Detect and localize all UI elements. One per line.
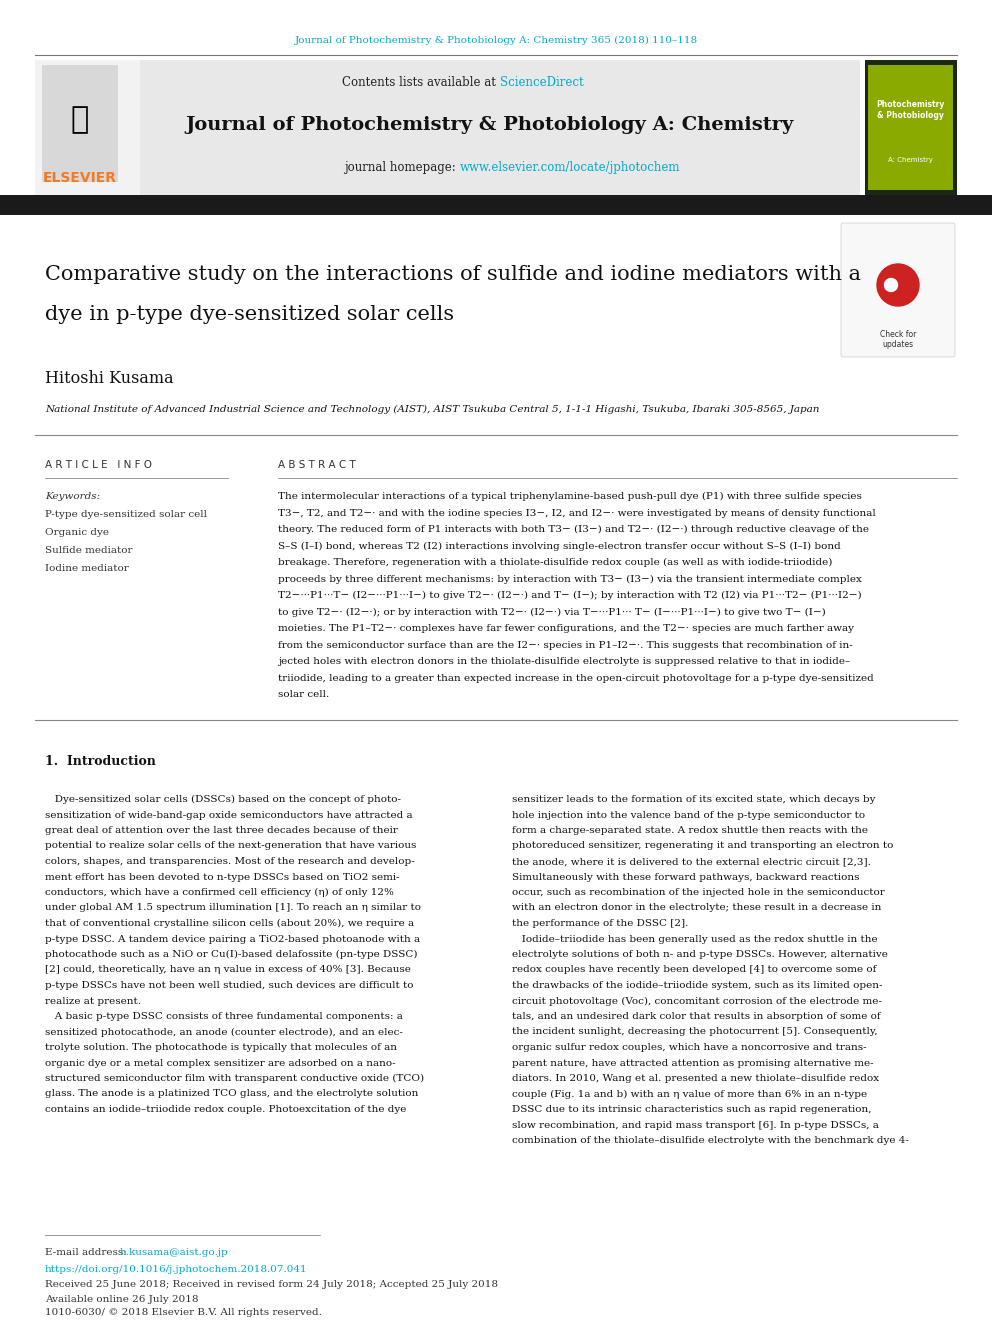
Text: moieties. The P1–T2−· complexes have far fewer configurations, and the T2−· spec: moieties. The P1–T2−· complexes have far… (278, 624, 854, 632)
Text: 🌳: 🌳 (70, 106, 89, 135)
Text: www.elsevier.com/locate/jphotochem: www.elsevier.com/locate/jphotochem (460, 161, 681, 175)
Text: diators. In 2010, Wang et al. presented a new thiolate–disulfide redox: diators. In 2010, Wang et al. presented … (512, 1074, 879, 1084)
Text: trolyte solution. The photocathode is typically that molecules of an: trolyte solution. The photocathode is ty… (45, 1043, 397, 1052)
Text: Journal of Photochemistry & Photobiology A: Chemistry: Journal of Photochemistry & Photobiology… (186, 116, 795, 134)
Text: A R T I C L E   I N F O: A R T I C L E I N F O (45, 460, 152, 470)
Text: slow recombination, and rapid mass transport [6]. In p-type DSSCs, a: slow recombination, and rapid mass trans… (512, 1121, 879, 1130)
Text: S–S (I–I) bond, whereas T2 (I2) interactions involving single-electron transfer : S–S (I–I) bond, whereas T2 (I2) interact… (278, 541, 841, 550)
Text: from the semiconductor surface than are the I2−· species in P1–I2−·. This sugges: from the semiconductor surface than are … (278, 640, 853, 650)
Text: h.kusama@aist.go.jp: h.kusama@aist.go.jp (120, 1248, 229, 1257)
Bar (868, 65, 953, 191)
Text: Simultaneously with these forward pathways, backward reactions: Simultaneously with these forward pathwa… (512, 872, 859, 881)
Bar (35, 60, 860, 194)
Bar (35, 60, 140, 194)
Text: Iodide–triiodide has been generally used as the redox shuttle in the: Iodide–triiodide has been generally used… (512, 934, 878, 943)
Text: solar cell.: solar cell. (278, 691, 329, 699)
Text: A basic p-type DSSC consists of three fundamental components: a: A basic p-type DSSC consists of three fu… (45, 1012, 403, 1021)
Text: hole injection into the valence band of the p-type semiconductor to: hole injection into the valence band of … (512, 811, 865, 819)
Text: A: Chemistry: A: Chemistry (888, 157, 932, 163)
Text: structured semiconductor film with transparent conductive oxide (TCO): structured semiconductor film with trans… (45, 1074, 425, 1084)
Text: Keywords:: Keywords: (45, 492, 100, 501)
Bar (0, 194, 992, 216)
Text: redox couples have recently been developed [4] to overcome some of: redox couples have recently been develop… (512, 966, 876, 975)
Text: ScienceDirect: ScienceDirect (500, 75, 583, 89)
Text: the performance of the DSSC [2].: the performance of the DSSC [2]. (512, 919, 688, 927)
Text: DSSC due to its intrinsic characteristics such as rapid regeneration,: DSSC due to its intrinsic characteristic… (512, 1105, 872, 1114)
Text: Contents lists available at: Contents lists available at (342, 75, 500, 89)
Text: the drawbacks of the iodide–triiodide system, such as its limited open-: the drawbacks of the iodide–triiodide sy… (512, 980, 883, 990)
Text: great deal of attention over the last three decades because of their: great deal of attention over the last th… (45, 826, 398, 835)
Text: the incident sunlight, decreasing the photocurrent [5]. Consequently,: the incident sunlight, decreasing the ph… (512, 1028, 878, 1036)
Text: National Institute of Advanced Industrial Science and Technology (AIST), AIST Ts: National Institute of Advanced Industria… (45, 405, 819, 414)
Text: form a charge-separated state. A redox shuttle then reacts with the: form a charge-separated state. A redox s… (512, 826, 868, 835)
Text: breakage. Therefore, regeneration with a thiolate-disulfide redox couple (as wel: breakage. Therefore, regeneration with a… (278, 558, 832, 568)
Text: combination of the thiolate–disulfide electrolyte with the benchmark dye 4-: combination of the thiolate–disulfide el… (512, 1136, 909, 1144)
Text: colors, shapes, and transparencies. Most of the research and develop-: colors, shapes, and transparencies. Most… (45, 857, 415, 867)
Text: photocathode such as a NiO or Cu(I)-based delafossite (pn-type DSSC): photocathode such as a NiO or Cu(I)-base… (45, 950, 418, 959)
Text: Journal of Photochemistry & Photobiology A: Chemistry 365 (2018) 110–118: Journal of Photochemistry & Photobiology… (295, 36, 697, 45)
Text: under global AM 1.5 spectrum illumination [1]. To reach an η similar to: under global AM 1.5 spectrum illuminatio… (45, 904, 421, 913)
Text: Sulfide mediator: Sulfide mediator (45, 546, 133, 556)
Text: contains an iodide–triiodide redox couple. Photoexcitation of the dye: contains an iodide–triiodide redox coupl… (45, 1105, 407, 1114)
Text: to give T2−· (I2−·); or by interaction with T2−· (I2−·) via T−···P1··· T− (I−···: to give T2−· (I2−·); or by interaction w… (278, 607, 825, 617)
Text: sensitized photocathode, an anode (counter electrode), and an elec-: sensitized photocathode, an anode (count… (45, 1028, 403, 1037)
Text: [2] could, theoretically, have an η value in excess of 40% [3]. Because: [2] could, theoretically, have an η valu… (45, 966, 411, 975)
Text: with an electron donor in the electrolyte; these result in a decrease in: with an electron donor in the electrolyt… (512, 904, 881, 913)
Text: Check for
updates: Check for updates (880, 329, 917, 349)
Text: p-type DSSCs have not been well studied, such devices are difficult to: p-type DSSCs have not been well studied,… (45, 980, 414, 990)
Bar (42, 65, 118, 183)
Text: sensitizer leads to the formation of its excited state, which decays by: sensitizer leads to the formation of its… (512, 795, 876, 804)
Text: p-type DSSC. A tandem device pairing a TiO2-based photoanode with a: p-type DSSC. A tandem device pairing a T… (45, 934, 421, 943)
Text: Received 25 June 2018; Received in revised form 24 July 2018; Accepted 25 July 2: Received 25 June 2018; Received in revis… (45, 1279, 498, 1289)
Text: ELSEVIER: ELSEVIER (43, 171, 117, 185)
Text: the anode, where it is delivered to the external electric circuit [2,3].: the anode, where it is delivered to the … (512, 857, 871, 867)
Text: 1010-6030/ © 2018 Elsevier B.V. All rights reserved.: 1010-6030/ © 2018 Elsevier B.V. All righ… (45, 1308, 321, 1316)
Text: Iodine mediator: Iodine mediator (45, 564, 129, 573)
Text: Comparative study on the interactions of sulfide and iodine mediators with a: Comparative study on the interactions of… (45, 265, 861, 284)
Text: dye in p-type dye-sensitized solar cells: dye in p-type dye-sensitized solar cells (45, 306, 454, 324)
Text: organic sulfur redox couples, which have a noncorrosive and trans-: organic sulfur redox couples, which have… (512, 1043, 867, 1052)
Text: tals, and an undesired dark color that results in absorption of some of: tals, and an undesired dark color that r… (512, 1012, 881, 1021)
Text: A B S T R A C T: A B S T R A C T (278, 460, 356, 470)
Circle shape (877, 265, 919, 306)
Text: ment effort has been devoted to n-type DSSCs based on TiO2 semi-: ment effort has been devoted to n-type D… (45, 872, 400, 881)
Text: couple (Fig. 1a and b) with an η value of more than 6% in an n-type: couple (Fig. 1a and b) with an η value o… (512, 1090, 867, 1098)
Text: E-mail address:: E-mail address: (45, 1248, 130, 1257)
Bar (865, 60, 957, 194)
Text: proceeds by three different mechanisms: by interaction with T3− (I3−) via the tr: proceeds by three different mechanisms: … (278, 574, 862, 583)
FancyBboxPatch shape (841, 224, 955, 357)
Text: Hitoshi Kusama: Hitoshi Kusama (45, 370, 174, 388)
Text: electrolyte solutions of both n- and p-type DSSCs. However, alternative: electrolyte solutions of both n- and p-t… (512, 950, 888, 959)
Text: https://doi.org/10.1016/j.jphotochem.2018.07.041: https://doi.org/10.1016/j.jphotochem.201… (45, 1265, 308, 1274)
Text: conductors, which have a confirmed cell efficiency (η) of only 12%: conductors, which have a confirmed cell … (45, 888, 394, 897)
Text: Photochemistry
& Photobiology: Photochemistry & Photobiology (876, 101, 944, 120)
Text: Dye-sensitized solar cells (DSSCs) based on the concept of photo-: Dye-sensitized solar cells (DSSCs) based… (45, 795, 401, 804)
Text: organic dye or a metal complex sensitizer are adsorbed on a nano-: organic dye or a metal complex sensitize… (45, 1058, 396, 1068)
Text: circuit photovoltage (Voc), concomitant corrosion of the electrode me-: circuit photovoltage (Voc), concomitant … (512, 996, 882, 1005)
Text: Available online 26 July 2018: Available online 26 July 2018 (45, 1295, 198, 1304)
Text: P-type dye-sensitized solar cell: P-type dye-sensitized solar cell (45, 509, 207, 519)
Text: T2−···P1···T− (I2−···P1···I−) to give T2−· (I2−·) and T− (I−); by interaction wi: T2−···P1···T− (I2−···P1···I−) to give T2… (278, 591, 862, 601)
Text: sensitization of wide-band-gap oxide semiconductors have attracted a: sensitization of wide-band-gap oxide sem… (45, 811, 413, 819)
Text: theory. The reduced form of P1 interacts with both T3− (I3−) and T2−· (I2−·) thr: theory. The reduced form of P1 interacts… (278, 525, 869, 534)
Text: journal homepage:: journal homepage: (344, 161, 460, 175)
Text: parent nature, have attracted attention as promising alternative me-: parent nature, have attracted attention … (512, 1058, 874, 1068)
Text: potential to realize solar cells of the next-generation that have various: potential to realize solar cells of the … (45, 841, 417, 851)
Text: triiodide, leading to a greater than expected increase in the open-circuit photo: triiodide, leading to a greater than exp… (278, 673, 874, 683)
Text: realize at present.: realize at present. (45, 996, 141, 1005)
Text: jected holes with electron donors in the thiolate-disulfide electrolyte is suppr: jected holes with electron donors in the… (278, 658, 850, 665)
Text: T3−, T2, and T2−· and with the iodine species I3−, I2, and I2−· were investigate: T3−, T2, and T2−· and with the iodine sp… (278, 508, 876, 517)
Circle shape (885, 279, 898, 291)
Text: The intermolecular interactions of a typical triphenylamine-based push-pull dye : The intermolecular interactions of a typ… (278, 492, 862, 501)
Text: photoreduced sensitizer, regenerating it and transporting an electron to: photoreduced sensitizer, regenerating it… (512, 841, 894, 851)
Text: occur, such as recombination of the injected hole in the semiconductor: occur, such as recombination of the inje… (512, 888, 885, 897)
Text: that of conventional crystalline silicon cells (about 20%), we require a: that of conventional crystalline silicon… (45, 919, 414, 929)
Text: Organic dye: Organic dye (45, 528, 109, 537)
Text: 1.  Introduction: 1. Introduction (45, 755, 156, 767)
Text: glass. The anode is a platinized TCO glass, and the electrolyte solution: glass. The anode is a platinized TCO gla… (45, 1090, 419, 1098)
